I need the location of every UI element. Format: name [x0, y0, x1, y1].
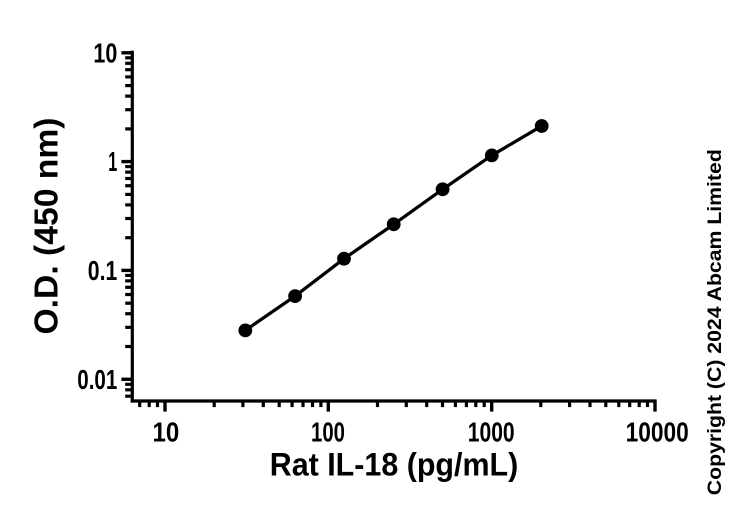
svg-text:10: 10 — [93, 37, 117, 68]
svg-text:1: 1 — [108, 146, 117, 177]
svg-text:O.D. (450 nm): O.D. (450 nm) — [28, 118, 65, 335]
svg-text:0.1: 0.1 — [88, 255, 118, 286]
svg-text:10: 10 — [153, 416, 180, 447]
svg-text:100: 100 — [311, 416, 345, 447]
svg-text:Rat IL-18 (pg/mL): Rat IL-18 (pg/mL) — [270, 447, 519, 483]
svg-text:0.01: 0.01 — [77, 364, 117, 395]
svg-text:10000: 10000 — [626, 416, 689, 447]
svg-text:Copyright (C) 2024 Abcam Limit: Copyright (C) 2024 Abcam Limited — [704, 149, 726, 495]
svg-text:1000: 1000 — [468, 416, 515, 447]
